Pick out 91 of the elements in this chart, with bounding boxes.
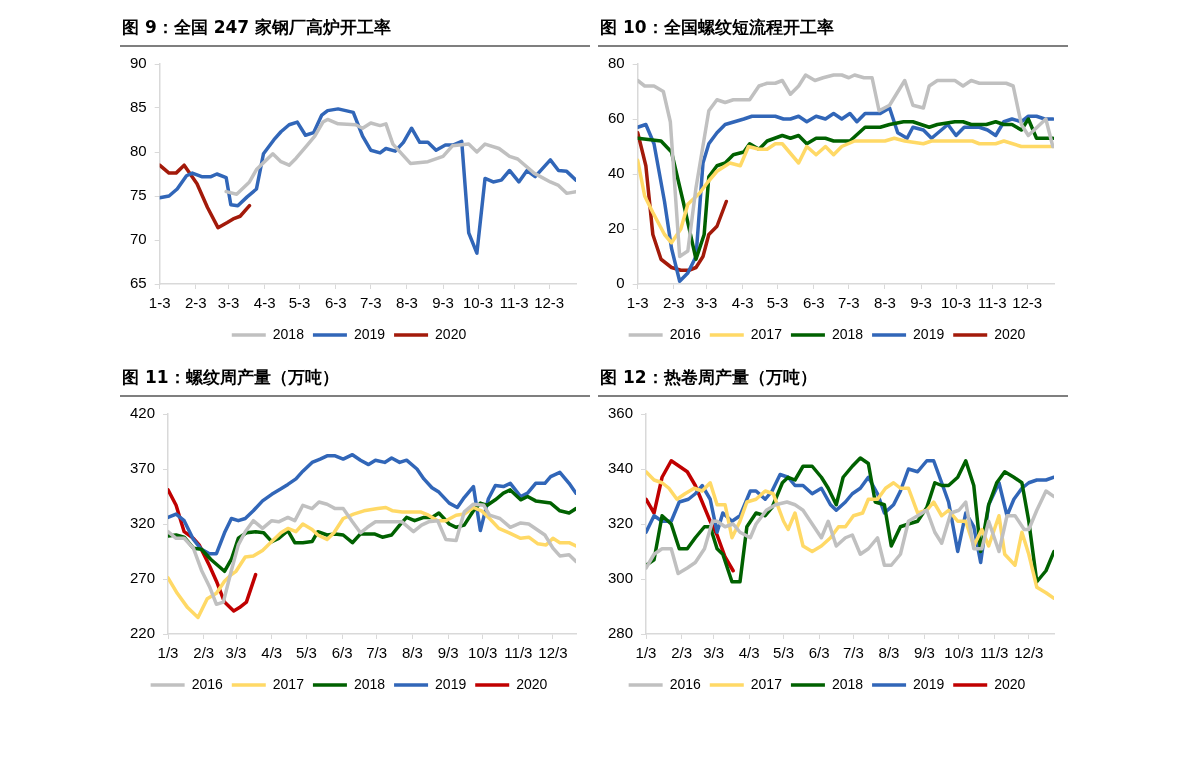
legend-label: 2020 — [516, 675, 548, 692]
legend-label: 2016 — [191, 675, 223, 692]
x-tick-label: 1-3 — [148, 294, 171, 312]
x-tick-label: 4-3 — [253, 294, 276, 312]
x-tick-label: 9-3 — [910, 294, 932, 312]
legend-label: 2016 — [669, 325, 701, 342]
legend-label: 2019 — [913, 325, 945, 342]
legend-label: 2019 — [913, 675, 945, 692]
x-tick-label: 8/3 — [401, 644, 423, 662]
x-tick-label: 3-3 — [695, 294, 718, 312]
x-tick-label: 12-3 — [534, 294, 565, 312]
legend-label: 2017 — [750, 675, 783, 692]
y-tick-label: 80 — [608, 54, 625, 72]
x-tick-label: 1-3 — [626, 294, 649, 312]
x-tick-label: 2/3 — [193, 644, 215, 662]
y-tick-label: 90 — [130, 54, 147, 72]
x-tick-label: 1/3 — [635, 644, 657, 662]
y-tick-label: 280 — [608, 624, 634, 642]
x-tick-label: 3/3 — [225, 644, 247, 662]
y-tick-label: 220 — [130, 624, 156, 642]
chart-title: 图 11：螺纹周产量（万吨） — [120, 362, 590, 397]
legend-label: 2016 — [669, 675, 701, 692]
chart-title: 图 9：全国 247 家钢厂高炉开工率 — [120, 12, 590, 47]
y-tick-label: 300 — [608, 569, 634, 587]
y-tick-label: 65 — [130, 274, 147, 292]
legend-label: 2018 — [831, 325, 864, 342]
x-tick-label: 12-3 — [1012, 294, 1043, 312]
y-tick-label: 40 — [608, 164, 625, 182]
x-tick-label: 11-3 — [499, 294, 529, 312]
x-tick-label: 10-3 — [463, 294, 494, 312]
x-tick-label: 6-3 — [802, 294, 825, 312]
x-tick-label: 6/3 — [331, 644, 353, 662]
x-tick-label: 5-3 — [288, 294, 311, 312]
legend-label: 2017 — [750, 325, 783, 342]
x-tick-label: 6-3 — [324, 294, 347, 312]
y-tick-label: 360 — [608, 404, 634, 422]
legend-label: 2017 — [272, 675, 305, 692]
legend-label: 2018 — [353, 675, 386, 692]
x-tick-label: 4/3 — [738, 644, 760, 662]
x-tick-label: 5-3 — [766, 294, 789, 312]
x-tick-label: 8-3 — [874, 294, 896, 312]
y-tick-label: 80 — [130, 142, 147, 160]
y-tick-label: 420 — [130, 404, 156, 422]
x-tick-label: 2/3 — [671, 644, 692, 662]
x-tick-label: 8/3 — [878, 644, 900, 662]
y-tick-label: 75 — [130, 186, 147, 204]
legend-label: 2018 — [272, 325, 305, 342]
chart-title: 图 10：全国螺纹短流程开工率 — [598, 12, 1068, 47]
x-tick-label: 1/3 — [157, 644, 179, 662]
legend-label: 2019 — [353, 325, 386, 342]
x-tick-label: 12/3 — [1014, 644, 1044, 662]
chart-title: 图 12：热卷周产量（万吨） — [598, 362, 1068, 397]
x-tick-label: 2-3 — [662, 294, 685, 312]
y-tick-label: 20 — [608, 219, 625, 237]
x-tick-label: 4-3 — [731, 294, 754, 312]
x-tick-label: 11/3 — [980, 644, 1009, 662]
x-tick-label: 7-3 — [359, 294, 382, 312]
y-tick-label: 270 — [130, 569, 156, 587]
x-tick-label: 9-3 — [432, 294, 454, 312]
x-tick-label: 10/3 — [468, 644, 498, 662]
y-tick-label: 85 — [130, 98, 147, 116]
x-tick-label: 9/3 — [437, 644, 459, 662]
y-tick-label: 320 — [130, 514, 156, 532]
x-tick-label: 9/3 — [914, 644, 935, 662]
x-tick-label: 2-3 — [184, 294, 207, 312]
x-tick-label: 5/3 — [773, 644, 794, 662]
x-tick-label: 7/3 — [366, 644, 388, 662]
legend-label: 2018 — [831, 675, 864, 692]
y-tick-label: 370 — [130, 459, 156, 477]
legend-label: 2020 — [435, 325, 467, 342]
x-tick-label: 7/3 — [843, 644, 864, 662]
legend-label: 2020 — [994, 325, 1026, 342]
x-tick-label: 7-3 — [837, 294, 860, 312]
x-tick-label: 11-3 — [977, 294, 1007, 312]
y-tick-label: 0 — [616, 274, 625, 292]
y-tick-label: 70 — [130, 230, 147, 248]
x-tick-label: 10/3 — [944, 644, 974, 662]
x-tick-label: 3/3 — [703, 644, 725, 662]
x-tick-label: 4/3 — [261, 644, 283, 662]
legend-label: 2019 — [435, 675, 467, 692]
x-tick-label: 6/3 — [808, 644, 830, 662]
x-tick-label: 3-3 — [217, 294, 240, 312]
x-tick-label: 12/3 — [538, 644, 568, 662]
x-tick-label: 8-3 — [396, 294, 418, 312]
x-tick-label: 5/3 — [295, 644, 317, 662]
y-tick-label: 340 — [608, 459, 634, 477]
legend-label: 2020 — [994, 675, 1026, 692]
y-tick-label: 60 — [608, 109, 625, 127]
x-tick-label: 10-3 — [941, 294, 972, 312]
y-tick-label: 320 — [608, 514, 634, 532]
x-tick-label: 11/3 — [504, 644, 533, 662]
